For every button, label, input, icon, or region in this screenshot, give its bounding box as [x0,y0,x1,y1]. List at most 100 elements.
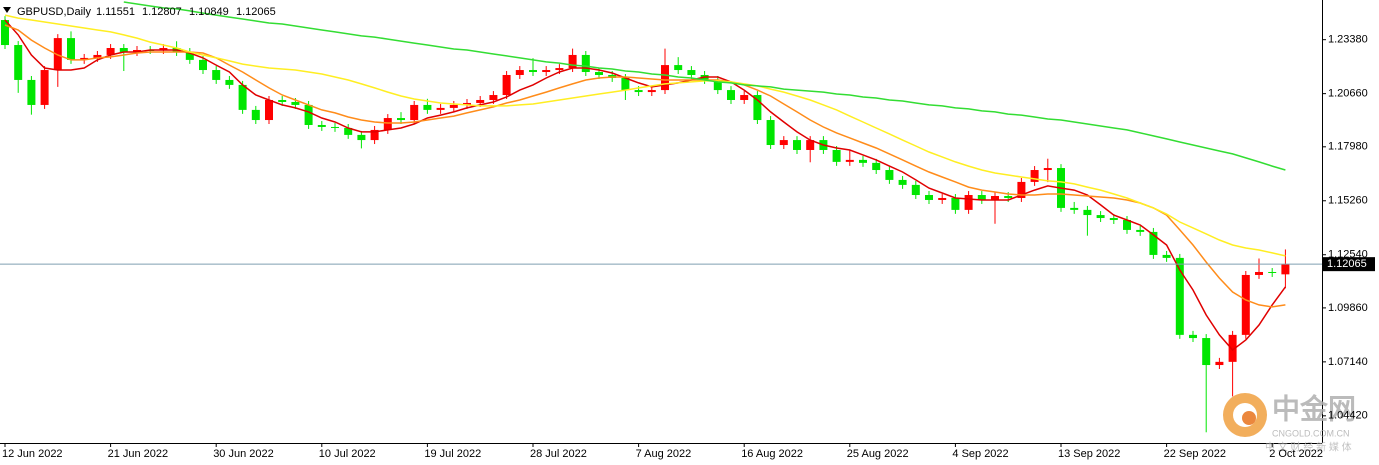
candle-body [489,95,498,100]
watermark-name: 中金网 [1272,392,1356,424]
candle-body [779,140,788,146]
ohlc-high: 1.12807 [142,6,182,18]
candle-body [133,49,141,52]
moving-average-line [4,14,1286,257]
watermark-tagline: 中 文 财 经 新 媒 体 [1265,441,1352,454]
candle-body [1030,170,1039,182]
candle-body [106,48,115,55]
y-tick-label: 1.07140 [1328,356,1368,368]
candle-body [291,101,300,105]
x-tick-label: 4 Sep 2022 [952,448,1008,460]
candle-body [991,196,999,200]
candle-body [938,197,947,200]
price-label-box [1323,257,1375,272]
candle-body [793,140,801,150]
candle-body [238,84,247,110]
candle-body [621,77,630,91]
candle-body [251,109,260,121]
candle-body [40,70,49,105]
x-tick-label: 2 Oct 2022 [1269,448,1323,460]
candle-body [1175,257,1184,335]
candle-body [687,70,696,75]
candle-body [185,51,194,60]
candle-body [1162,254,1171,258]
candle-body [1241,274,1250,335]
candle-body [977,195,986,200]
y-tick-label: 1.17980 [1328,141,1368,153]
candle-body [423,104,432,110]
candle-body [872,162,881,171]
candle-body [449,104,458,108]
candle-body [436,107,445,110]
candle-body [80,57,89,60]
candle-body [634,90,643,93]
candle-body [463,102,471,105]
candle-body [410,104,419,121]
candle-body [1123,220,1131,230]
candle-body [898,179,907,185]
candle-body [1268,271,1277,273]
candle-body [674,65,683,71]
plot [1,1,1290,433]
candle-body [265,99,273,121]
y-tick-label: 1.20660 [1328,88,1368,100]
ohlc-open: 1.11551 [96,6,135,18]
candle-body [304,104,313,125]
candle-body [383,118,392,130]
candle-body [766,120,775,146]
candle-body [1043,168,1052,171]
x-tick-label: 21 Jun 2022 [108,448,169,460]
x-tick-label: 28 Jul 2022 [530,448,587,460]
y-tick-label: 1.04420 [1328,410,1368,422]
watermark-logo-core [1242,411,1256,425]
candle-body [317,124,326,127]
candle-body [1215,361,1224,366]
candle-body [806,140,815,150]
candle-body [1096,215,1105,219]
y-tick-label: 1.15260 [1328,195,1368,207]
candle-body [1281,264,1290,275]
candle-body [1136,229,1145,232]
candle-body [357,134,366,141]
moving-average-line [123,1,1286,171]
x-tick-label: 7 Aug 2022 [636,448,692,460]
menu-triangle [3,7,11,13]
price-label: 1.12065 [1327,258,1367,270]
candle-body [1070,207,1079,210]
ohlc-low: 1.10849 [189,6,229,18]
symbol: GBPUSD,Daily [17,6,91,18]
candle-body [1,20,9,46]
candle-body [568,54,577,69]
candle-body [225,79,234,85]
x-tick-label: 10 Jul 2022 [319,448,376,460]
candle-body [964,195,973,210]
candle-body [845,159,854,162]
candle-body [753,95,762,121]
candle-body [212,70,221,80]
candle-body [502,74,511,96]
candle-body [515,70,524,75]
x-tick-label: 16 Aug 2022 [741,448,803,460]
candle-body [1189,334,1197,339]
candle-body [159,48,168,50]
candle-body [370,129,379,141]
watermark: 中金网 CNGOLD.COM.CN 中 文 财 经 新 媒 体 [1223,392,1356,454]
candle-body [1004,196,1013,198]
candle-body [1255,271,1263,275]
candle-body [1228,334,1237,362]
candle-body [832,149,841,162]
candle-body [93,54,102,58]
candle-body [278,99,287,102]
candle-body [1083,209,1092,216]
candle-body [27,79,36,105]
candle-body [344,127,353,135]
moving-average-line [4,19,1287,352]
candle-body [53,38,62,71]
y-tick-label: 1.23380 [1328,34,1368,46]
candle-body [119,48,128,52]
candle-body [951,197,960,210]
candle-body [581,54,590,73]
ohlc-close: 1.12065 [236,6,276,18]
